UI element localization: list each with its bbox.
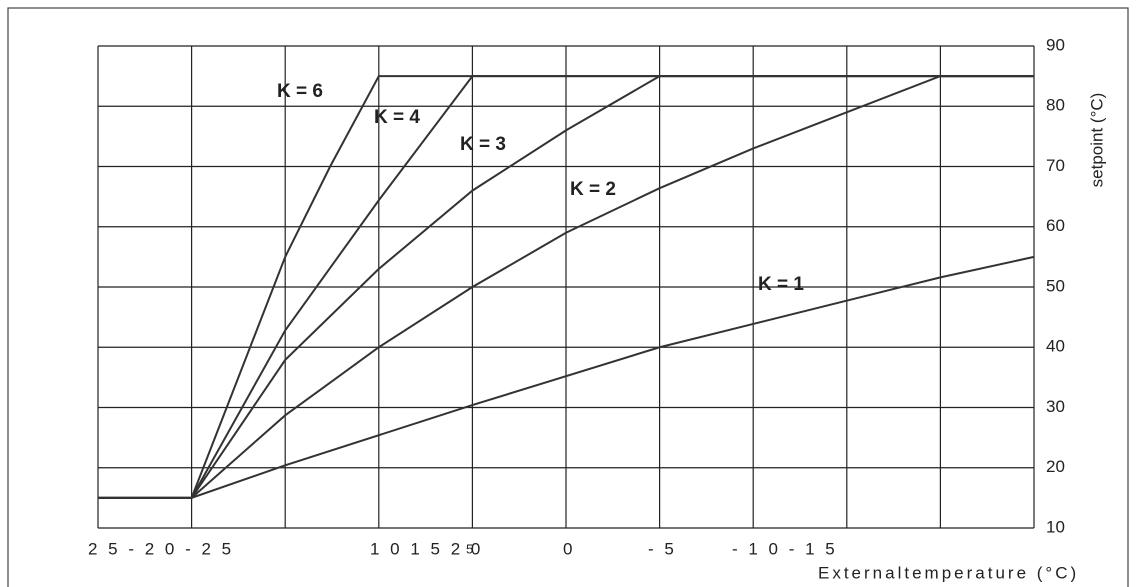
x-tick-text: 0: [563, 539, 575, 558]
y-tick-label: 90: [1046, 35, 1065, 54]
x-tick-text: 2 5 - 2 0 - 2 5: [88, 539, 234, 558]
curve: [98, 75, 1034, 499]
x-axis-title: Externaltemperature (°C): [818, 563, 1079, 582]
y-axis-title: setpoint (°C): [1087, 93, 1106, 188]
y-tick-label: 40: [1046, 337, 1065, 356]
x-tick-text: - 5: [648, 539, 677, 558]
y-tick-label: 10: [1046, 517, 1065, 536]
x-tick-text: 5: [466, 541, 476, 556]
curve-label: K = 4: [374, 107, 420, 128]
curve: [98, 75, 1034, 499]
y-tick-label: 60: [1046, 216, 1065, 235]
x-tick-text: 1 0 1 5 2 0: [370, 539, 483, 558]
y-tick-label: 30: [1046, 397, 1065, 416]
x-tick-text: - 1 0 - 1 5: [732, 539, 838, 558]
y-tick-label: 80: [1046, 96, 1065, 115]
y-tick-label: 20: [1046, 457, 1065, 476]
y-tick-label: 50: [1046, 276, 1065, 295]
curve: [98, 75, 1034, 499]
curve-label: K = 2: [570, 179, 616, 200]
frame: [7, 7, 1129, 587]
y-tick-label: 70: [1046, 156, 1065, 175]
curve-label: K = 6: [277, 81, 323, 102]
curve-label: K = 1: [758, 274, 804, 295]
curve-label: K = 3: [460, 134, 506, 155]
